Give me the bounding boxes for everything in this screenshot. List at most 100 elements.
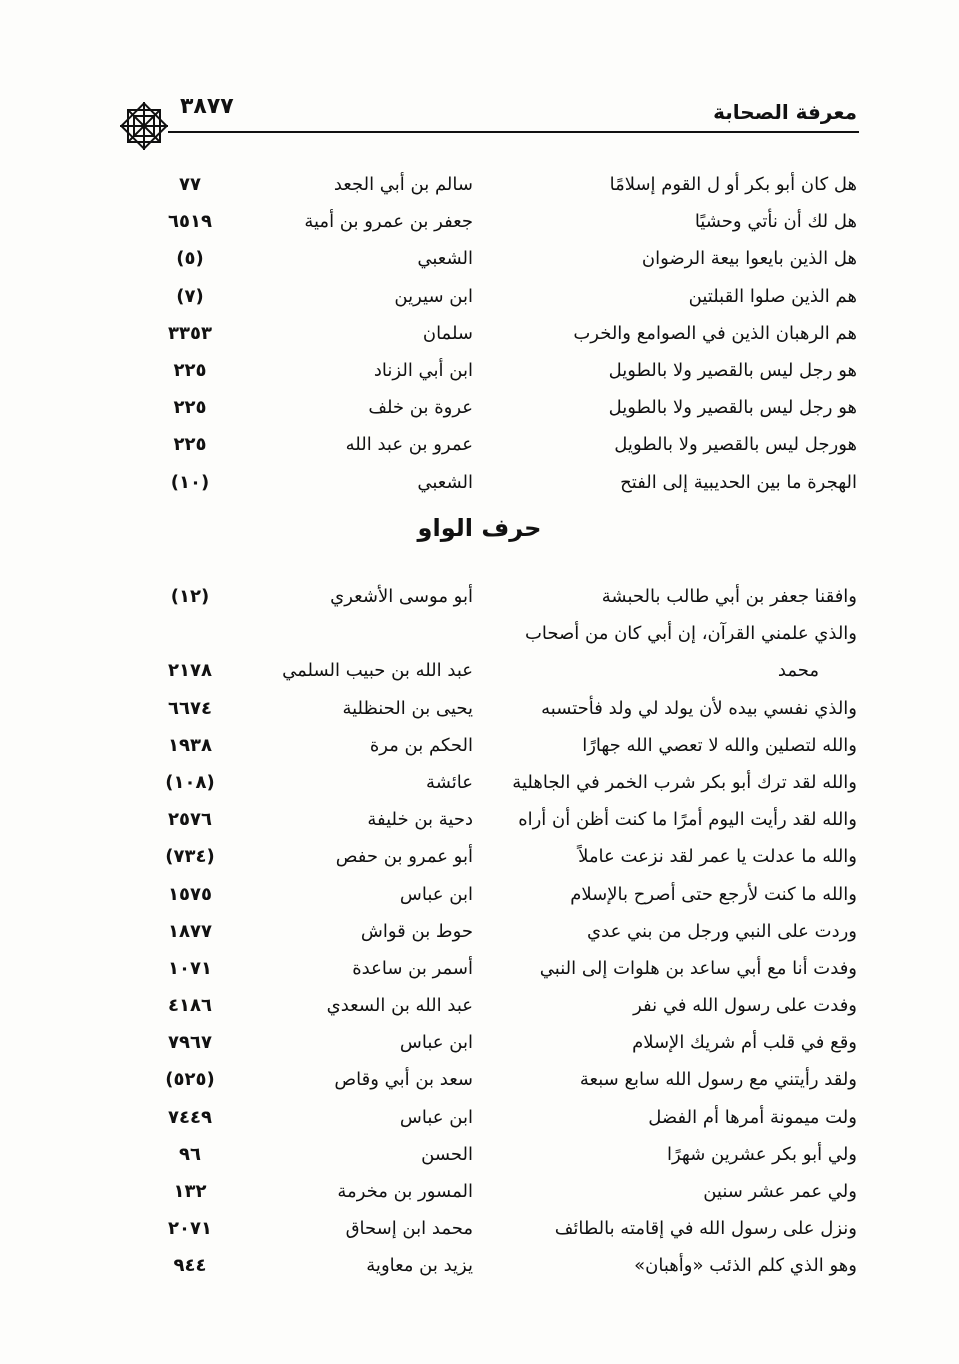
index-entry: ولت ميمونة أمرها أم الفضل ابن عباس ٧٤٤٩ — [0, 1101, 959, 1138]
narrator: المسور بن مخرمة — [337, 1181, 473, 1202]
hadith-incipit: والله ما عدلت يا عمر لقد نزعت عاملاً — [578, 846, 857, 868]
hadith-incipit: وفدت على رسول الله في نفر — [633, 995, 857, 1017]
hadith-incipit: ونزل على رسول الله في إقامته بالطائف — [554, 1218, 857, 1240]
reference-number: ٢١٧٨ — [168, 660, 212, 682]
index-entry: وقع في قلب أم شريك الإسلام ابن عباس ٧٩٦٧ — [0, 1026, 959, 1063]
header-rule — [168, 131, 859, 133]
reference-number: (٥) — [176, 248, 204, 270]
reference-number: (١٠٨) — [165, 771, 215, 793]
index-entry: وفدت على رسول الله في نفر عبد الله بن الس… — [0, 989, 959, 1026]
narrator: عائشة — [426, 771, 473, 793]
index-entry: هل الذين بايعوا بيعة الرضوان الشعبي (٥) — [0, 242, 959, 279]
narrator: أسمر بن ساعدة — [352, 957, 473, 979]
index-entry: ونزل على رسول الله في إقامته بالطائف محمد… — [0, 1212, 959, 1249]
reference-number: ٢٢٥ — [173, 359, 207, 381]
narrator: أبو موسى الأشعري — [330, 586, 473, 607]
index-entry: والله ما كنت لأرجع حتى أصرح بالإسلام ابن … — [0, 878, 959, 915]
narrator: الشعبي — [417, 471, 473, 493]
narrator: جعفر بن عمرو بن أمية — [304, 211, 473, 233]
hadith-incipit: هل لك أن نأتي وحشيًا — [694, 211, 857, 233]
ornament-icon — [119, 101, 169, 151]
section-heading: حرف الواو — [417, 514, 542, 542]
index-entry: والله لقد ترك أبو بكر شرب الخمر في الجاه… — [0, 766, 959, 803]
narrator: أبو عمرو بن حفص — [335, 846, 473, 868]
hadith-incipit: وافقنا جعفر بن أبي طالب بالحبشة — [601, 586, 857, 607]
index-entry: هل لك أن نأتي وحشيًا جعفر بن عمرو بن أمية… — [0, 205, 959, 242]
reference-number: ٢٢٥ — [173, 434, 207, 456]
index-section-ha: هل كان أبو بكر أو ل القوم إسلامًا سالم بن… — [0, 168, 959, 503]
hadith-incipit: والذي علمني القرآن، إن أبي كان من أصحاب — [524, 623, 857, 645]
hadith-incipit: والذي نفسي بيده لأن يولد لي ولد فأحتسبه — [541, 697, 857, 719]
narrator: يحيى بن الحنظلية — [342, 697, 473, 719]
narrator: عمرو بن عبد الله — [345, 434, 473, 456]
index-entry: والله لقد رأيت اليوم أمرًا ما كنت أظن أن… — [0, 803, 959, 840]
reference-number: ٦٦٧٤ — [168, 697, 212, 719]
hadith-incipit: ولت ميمونة أمرها أم الفضل — [648, 1106, 857, 1128]
hadith-incipit: وفدت أنا مع أبي ساعد بن هلوات إلى النبي — [539, 957, 857, 979]
reference-number: ١٩٣٨ — [168, 734, 212, 756]
narrator: يزيد بن معاوية — [366, 1255, 473, 1277]
reference-number: ٧٤٤٩ — [168, 1106, 212, 1128]
index-entry: الهجرة ما بين الحديبية إلى الفتح الشعبي (١… — [0, 466, 959, 503]
reference-number: ٤١٨٦ — [168, 995, 212, 1017]
narrator: الشعبي — [417, 248, 473, 270]
index-section-waw: وافقنا جعفر بن أبي طالب بالحبشة أبو موسى … — [0, 580, 959, 1287]
narrator: الحسن — [421, 1143, 473, 1165]
reference-number: ١٣٢ — [173, 1181, 207, 1202]
index-entry: ولقد رأيتني مع رسول الله سابع سبعة سعد بن… — [0, 1063, 959, 1100]
narrator: عبد الله بن السعدي — [326, 995, 473, 1017]
hadith-incipit: الهجرة ما بين الحديبية إلى الفتح — [620, 471, 857, 493]
index-entry: هل كان أبو بكر أو ل القوم إسلامًا سالم بن… — [0, 168, 959, 205]
reference-number: ٢٠٧١ — [168, 1218, 212, 1240]
reference-number: ٢٥٧٦ — [168, 809, 212, 831]
narrator: دحية بن خليفة — [367, 809, 473, 831]
index-entry: ولي عمر عشر سنين المسور بن مخرمة ١٣٢ — [0, 1175, 959, 1212]
index-entry: والذي نفسي بيده لأن يولد لي ولد فأحتسبه ي… — [0, 692, 959, 729]
reference-number: ٧٧ — [179, 174, 201, 195]
index-entry: ولي أبو بكر عشرين شهرًا الحسن ٩٦ — [0, 1138, 959, 1175]
reference-number: ٩٦ — [179, 1143, 201, 1165]
reference-number: (٥٢٥) — [165, 1069, 215, 1091]
index-entry: وهو الذي كلم الذئب «وأهبان» يزيد بن معاوي… — [0, 1249, 959, 1286]
reference-number: (٧) — [176, 285, 204, 307]
reference-number: (١٢) — [170, 586, 210, 607]
reference-number: ٦٥١٩ — [168, 211, 212, 233]
narrator: سعد بن أبي وقاص — [334, 1069, 473, 1091]
narrator: سالم بن أبي الجعد — [333, 174, 473, 195]
hadith-incipit: هم الرهبان الذين في الصوامع والخرب — [573, 322, 857, 344]
reference-number: ١٥٧٥ — [168, 883, 212, 905]
index-entry: والله ما عدلت يا عمر لقد نزعت عاملاً أبو … — [0, 840, 959, 877]
running-title: معرفة الصحابة — [713, 100, 857, 124]
index-entry: والله لتصلين والله لا تعصي الله جهارًا ال… — [0, 729, 959, 766]
reference-number: (٧٣٤) — [165, 846, 215, 868]
narrator: سلمان — [422, 322, 473, 344]
hadith-incipit: ولي أبو بكر عشرين شهرًا — [666, 1143, 857, 1165]
reference-number: (١٠) — [170, 471, 210, 493]
index-entry: هورجل ليس بالقصير ولا بالطويل عمرو بن عبد… — [0, 428, 959, 465]
index-entry: هو رجل ليس بالقصير ولا بالطويل عروة بن خل… — [0, 391, 959, 428]
hadith-incipit: هورجل ليس بالقصير ولا بالطويل — [614, 434, 857, 456]
hadith-incipit: والله ما كنت لأرجع حتى أصرح بالإسلام — [570, 883, 857, 905]
index-entry: محمد عبد الله بن حبيب السلمي ٢١٧٨ — [0, 654, 959, 691]
index-entry: وردت على النبي ورجل من بني عدي حوط بن قوا… — [0, 915, 959, 952]
hadith-incipit: والله لتصلين والله لا تعصي الله جهارًا — [582, 734, 857, 756]
narrator: حوط بن قواش — [360, 920, 473, 942]
hadith-incipit-continued: محمد — [777, 660, 819, 682]
index-entry: والذي علمني القرآن، إن أبي كان من أصحاب — [0, 617, 959, 654]
index-entry: هم الذين صلوا القبلتين ابن سيرين (٧) — [0, 280, 959, 317]
index-entry: وفدت أنا مع أبي ساعد بن هلوات إلى النبي أ… — [0, 952, 959, 989]
index-entry: هم الرهبان الذين في الصوامع والخرب سلمان ٣… — [0, 317, 959, 354]
index-entry: وافقنا جعفر بن أبي طالب بالحبشة أبو موسى … — [0, 580, 959, 617]
index-entry: هو رجل ليس بالقصير ولا بالطويل ابن أبي ال… — [0, 354, 959, 391]
hadith-incipit: وردت على النبي ورجل من بني عدي — [587, 920, 857, 942]
narrator: ابن أبي الزناد — [373, 359, 473, 381]
narrator: ابن عباس — [399, 1032, 473, 1054]
narrator: ابن سيرين — [394, 285, 473, 307]
narrator: ابن عباس — [399, 883, 473, 905]
reference-number: ١٨٧٧ — [168, 920, 212, 942]
narrator: ابن عباس — [399, 1106, 473, 1128]
hadith-incipit: ولقد رأيتني مع رسول الله سابع سبعة — [579, 1069, 857, 1091]
reference-number: ١٠٧١ — [168, 957, 212, 979]
hadith-incipit: ولي عمر عشر سنين — [703, 1181, 857, 1202]
hadith-incipit: هو رجل ليس بالقصير ولا بالطويل — [608, 397, 857, 419]
